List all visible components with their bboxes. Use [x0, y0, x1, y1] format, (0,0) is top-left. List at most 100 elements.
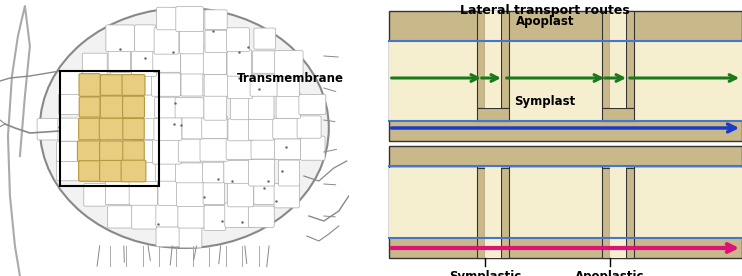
- FancyBboxPatch shape: [82, 53, 107, 75]
- FancyBboxPatch shape: [104, 160, 133, 181]
- Text: Apoplast: Apoplast: [516, 15, 574, 28]
- Bar: [389, 41, 742, 121]
- FancyBboxPatch shape: [105, 181, 133, 205]
- FancyBboxPatch shape: [79, 74, 100, 96]
- FancyBboxPatch shape: [277, 71, 299, 97]
- FancyBboxPatch shape: [228, 119, 254, 141]
- FancyBboxPatch shape: [131, 70, 152, 95]
- FancyBboxPatch shape: [254, 182, 275, 204]
- Bar: [602, 108, 634, 121]
- Bar: [626, 166, 634, 258]
- FancyBboxPatch shape: [79, 97, 100, 117]
- FancyBboxPatch shape: [250, 75, 278, 96]
- FancyBboxPatch shape: [60, 71, 82, 94]
- FancyBboxPatch shape: [79, 74, 108, 96]
- FancyBboxPatch shape: [123, 118, 144, 140]
- FancyBboxPatch shape: [106, 25, 134, 52]
- FancyBboxPatch shape: [204, 75, 229, 96]
- Bar: [477, 108, 509, 121]
- FancyBboxPatch shape: [252, 51, 276, 73]
- FancyBboxPatch shape: [226, 28, 249, 52]
- FancyBboxPatch shape: [56, 161, 85, 181]
- FancyBboxPatch shape: [227, 182, 253, 207]
- FancyBboxPatch shape: [179, 225, 202, 248]
- FancyBboxPatch shape: [99, 141, 124, 161]
- Bar: [389, 168, 742, 238]
- FancyBboxPatch shape: [99, 118, 124, 140]
- FancyBboxPatch shape: [105, 139, 131, 161]
- FancyBboxPatch shape: [200, 139, 229, 161]
- FancyBboxPatch shape: [249, 206, 275, 227]
- Text: Symplastic: Symplastic: [449, 270, 521, 276]
- Bar: [477, 166, 485, 258]
- Text: Lateral transport routes: Lateral transport routes: [460, 4, 630, 17]
- FancyBboxPatch shape: [131, 95, 159, 118]
- FancyBboxPatch shape: [181, 49, 206, 74]
- Bar: [389, 11, 742, 141]
- FancyBboxPatch shape: [278, 160, 300, 186]
- FancyBboxPatch shape: [82, 117, 109, 142]
- Bar: [602, 166, 634, 168]
- FancyBboxPatch shape: [225, 203, 254, 228]
- FancyBboxPatch shape: [129, 181, 157, 205]
- FancyBboxPatch shape: [129, 161, 157, 182]
- FancyBboxPatch shape: [176, 7, 203, 31]
- FancyBboxPatch shape: [276, 93, 301, 118]
- FancyBboxPatch shape: [153, 138, 181, 164]
- FancyBboxPatch shape: [79, 161, 101, 181]
- FancyBboxPatch shape: [151, 73, 180, 96]
- FancyBboxPatch shape: [202, 115, 227, 139]
- FancyBboxPatch shape: [251, 137, 277, 159]
- Text: Apoplastic: Apoplastic: [575, 270, 645, 276]
- Bar: [477, 11, 485, 108]
- FancyBboxPatch shape: [121, 160, 146, 182]
- FancyBboxPatch shape: [203, 182, 225, 205]
- Bar: [389, 146, 742, 258]
- Bar: [485, 11, 501, 108]
- FancyBboxPatch shape: [84, 92, 106, 117]
- FancyBboxPatch shape: [154, 27, 179, 54]
- FancyBboxPatch shape: [122, 141, 144, 161]
- FancyBboxPatch shape: [175, 98, 204, 118]
- FancyBboxPatch shape: [122, 96, 145, 118]
- FancyBboxPatch shape: [249, 93, 274, 120]
- FancyBboxPatch shape: [100, 75, 123, 95]
- Bar: [602, 166, 610, 258]
- FancyBboxPatch shape: [108, 48, 131, 73]
- FancyBboxPatch shape: [154, 118, 182, 140]
- FancyBboxPatch shape: [59, 94, 83, 115]
- Ellipse shape: [40, 8, 329, 248]
- FancyBboxPatch shape: [275, 51, 303, 77]
- FancyBboxPatch shape: [84, 184, 106, 206]
- FancyBboxPatch shape: [254, 28, 276, 49]
- FancyBboxPatch shape: [231, 92, 252, 120]
- FancyBboxPatch shape: [178, 205, 204, 228]
- FancyBboxPatch shape: [203, 48, 226, 75]
- Bar: [602, 11, 610, 108]
- FancyBboxPatch shape: [180, 27, 204, 54]
- FancyBboxPatch shape: [205, 30, 228, 53]
- FancyBboxPatch shape: [37, 119, 61, 140]
- FancyBboxPatch shape: [58, 118, 86, 141]
- FancyBboxPatch shape: [228, 73, 253, 99]
- FancyBboxPatch shape: [205, 10, 227, 30]
- FancyBboxPatch shape: [249, 159, 275, 186]
- Bar: [501, 166, 509, 258]
- FancyBboxPatch shape: [204, 206, 226, 230]
- Bar: [60, 71, 160, 186]
- FancyBboxPatch shape: [275, 139, 301, 160]
- FancyBboxPatch shape: [157, 7, 178, 30]
- FancyBboxPatch shape: [154, 97, 177, 118]
- FancyBboxPatch shape: [111, 71, 132, 97]
- FancyBboxPatch shape: [79, 118, 101, 140]
- FancyBboxPatch shape: [99, 160, 124, 182]
- Text: Transmembrane: Transmembrane: [237, 71, 344, 84]
- FancyBboxPatch shape: [153, 50, 181, 72]
- FancyBboxPatch shape: [122, 75, 145, 95]
- FancyBboxPatch shape: [182, 115, 204, 139]
- FancyBboxPatch shape: [203, 162, 224, 183]
- FancyBboxPatch shape: [156, 202, 178, 227]
- Bar: [610, 166, 626, 258]
- Bar: [477, 166, 509, 168]
- FancyBboxPatch shape: [224, 161, 251, 183]
